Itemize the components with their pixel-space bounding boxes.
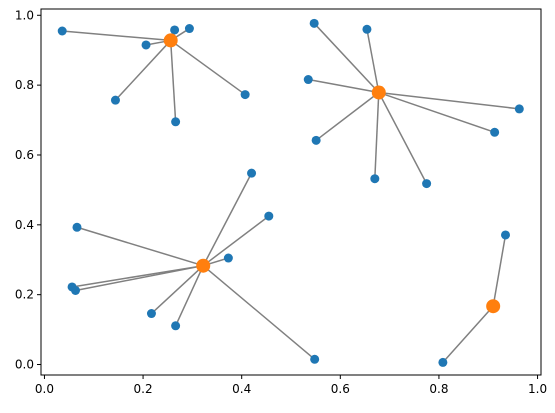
center-point [163,33,178,48]
connector-line [114,39,172,101]
data-point [309,18,319,28]
data-point [490,127,500,137]
data-point [422,179,432,189]
data-point [71,285,81,295]
connector-line [75,264,204,292]
connector-line [313,22,380,93]
connector-line [378,91,495,133]
data-point [170,25,180,35]
data-point [303,75,313,85]
x-axis: 0.0 0.2 0.4 0.6 0.8 1.0 [35,375,547,396]
connector-line [202,215,270,267]
y-tick-label: 0.4 [15,218,34,232]
x-tick-label: 0.0 [35,382,54,396]
connector-line [378,92,428,184]
data-point [514,104,524,114]
data-point [223,253,233,263]
connector-line [170,39,246,96]
data-point [438,357,448,367]
y-axis: 0.0 0.2 0.4 0.6 0.8 1.0 [15,8,41,372]
connector-line [202,172,253,267]
y-tick-label: 0.8 [15,78,34,92]
connector-line [492,234,507,307]
y-tick-label: 0.6 [15,148,34,162]
y-tick-label: 0.2 [15,288,34,302]
data-point [370,174,380,184]
center-point [196,258,211,273]
x-tick-label: 0.2 [134,382,153,396]
data-point [362,24,372,34]
connector-lines [62,22,520,363]
data-point [311,135,321,145]
y-tick-label: 1.0 [15,8,34,22]
connector-line [150,265,204,315]
data-point [310,354,320,364]
data-point [57,26,67,36]
data-point [171,321,181,331]
data-point [247,168,257,178]
connector-line [76,226,204,267]
plot-frame [40,8,542,376]
data-point [141,40,151,50]
connector-line [378,91,520,110]
connector-line [174,265,204,327]
data-point [184,24,194,34]
connector-line [442,305,494,363]
x-tick-label: 0.4 [232,382,251,396]
center-point [486,299,501,314]
x-tick-label: 1.0 [528,382,547,396]
data-point [110,95,120,105]
x-tick-label: 0.6 [331,382,350,396]
data-point [171,117,181,127]
data-point [264,211,274,221]
connector-line [374,92,380,179]
connector-line [202,265,316,360]
x-tick-label: 0.8 [429,382,448,396]
connector-line [169,40,177,122]
cluster-centers [163,33,501,314]
connector-line [308,78,379,94]
connector-line [62,30,171,42]
center-point [371,85,386,100]
data-point [500,230,510,240]
connector-line [315,91,380,141]
y-tick-label: 0.0 [15,358,34,372]
data-point [72,222,82,232]
data-point [146,309,156,319]
data-point [240,90,250,100]
connector-line [366,29,380,93]
data-points [57,18,524,367]
